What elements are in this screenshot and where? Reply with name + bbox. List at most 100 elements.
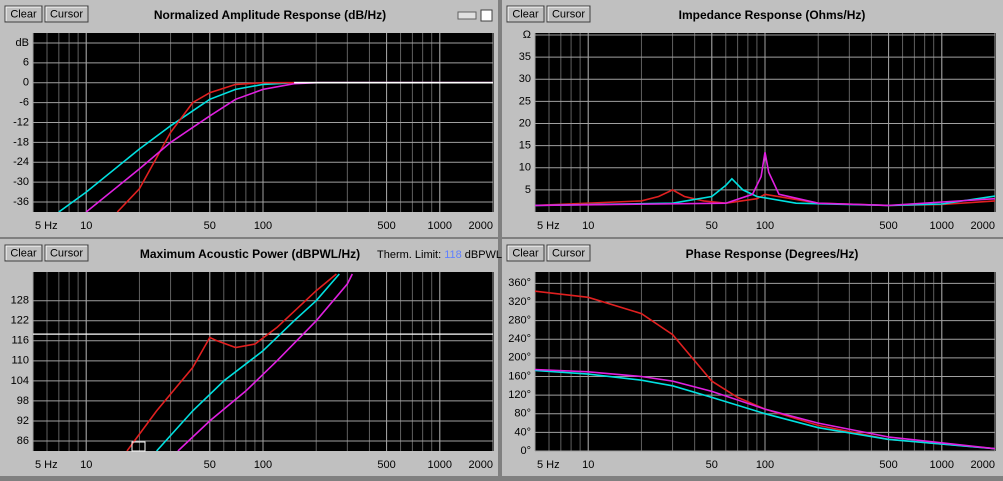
y-tick-label: 320°	[508, 296, 531, 308]
x-tick-label: 10	[582, 459, 594, 471]
y-tick-label: 20	[519, 117, 531, 129]
panel: Clear Cursor Normalized Amplitude Response…	[0, 0, 498, 237]
y-tick-label: 122	[11, 315, 29, 327]
x-tick-label: 1000	[428, 220, 452, 232]
y-tick-label: 86	[17, 435, 29, 447]
series-group	[535, 152, 996, 207]
y-tick-label: -18	[13, 136, 29, 148]
chart-title: Normalized Amplitude Response (dB/Hz)	[154, 8, 386, 22]
x-tick-label: 1000	[428, 459, 452, 471]
y-tick-label: 25	[519, 95, 531, 107]
y-tick-label: 200°	[508, 352, 531, 364]
series-group	[58, 81, 493, 212]
button-label[interactable]: Cursor	[50, 247, 83, 259]
button[interactable]	[546, 244, 591, 262]
button-label[interactable]: Cursor	[50, 8, 83, 20]
button-label[interactable]: Clear	[10, 247, 37, 259]
y-tick-label: -6	[19, 97, 29, 109]
y-tick-label: 120°	[508, 389, 531, 401]
series-line	[116, 81, 493, 212]
y-tick-label: 104	[11, 375, 29, 387]
chart-title: Maximum Acoustic Power (dBPWL/Hz)	[140, 247, 360, 261]
x-tick-label: 2000	[469, 220, 493, 232]
button-light	[507, 245, 543, 260]
button[interactable]	[506, 244, 545, 262]
y-tick-label: 10	[519, 162, 531, 174]
button[interactable]	[44, 244, 89, 262]
button-light	[547, 6, 589, 21]
button-light	[45, 245, 87, 260]
button-light	[547, 245, 589, 260]
button[interactable]	[4, 5, 43, 23]
y-tick-label: Ω	[523, 29, 531, 41]
y-tick-label: 0°	[520, 445, 531, 457]
button-light	[45, 6, 87, 21]
chart-title: Impedance Response (Ohms/Hz)	[679, 8, 866, 22]
x-tick-label: 5 Hz	[35, 220, 58, 232]
x-tick-label: 10	[80, 220, 92, 232]
series-line	[126, 273, 337, 451]
chart-title: Phase Response (Degrees/Hz)	[686, 247, 859, 261]
y-tick-label: -12	[13, 116, 29, 128]
x-tick-label: 50	[706, 220, 718, 232]
y-tick-label: 110	[11, 355, 29, 367]
x-tick-label: 500	[879, 459, 897, 471]
y-tick-label: 128	[11, 295, 29, 307]
panel: Clear Cursor Phase Response (Degrees/Hz) 5 …	[502, 239, 1003, 476]
x-tick-label: 5 Hz	[537, 459, 560, 471]
y-tick-label: 92	[17, 415, 29, 427]
x-tick-label: 500	[377, 459, 395, 471]
x-tick-label: 50	[204, 459, 216, 471]
y-tick-label: 5	[525, 184, 531, 196]
y-tick-label: 0	[23, 77, 29, 89]
button-label[interactable]: Cursor	[552, 247, 585, 259]
x-tick-label: 1000	[930, 459, 954, 471]
button[interactable]	[4, 244, 43, 262]
x-tick-label: 5 Hz	[537, 220, 560, 232]
x-tick-label: 100	[756, 220, 774, 232]
x-tick-label: 5 Hz	[35, 459, 58, 471]
therm-limit-therm-limit-unit: dBPWL	[465, 249, 502, 261]
x-tick-label: 100	[756, 459, 774, 471]
button-light	[5, 6, 41, 21]
series-line	[535, 369, 996, 450]
button-light	[5, 245, 41, 260]
series-line	[156, 273, 340, 451]
checkbox[interactable]	[480, 9, 493, 22]
y-tick-label: 360°	[508, 277, 531, 289]
series-line	[535, 368, 996, 450]
x-tick-label: 50	[706, 459, 718, 471]
y-tick-label: 35	[519, 51, 531, 63]
y-tick-label: -36	[13, 196, 29, 208]
button[interactable]	[546, 5, 591, 23]
button-light	[507, 6, 543, 21]
x-tick-label: 10	[582, 220, 594, 232]
x-tick-label: 100	[254, 459, 272, 471]
panel: Clear Cursor Impedance Response (Ohms/Hz) 5…	[502, 0, 1003, 237]
button[interactable]	[506, 5, 545, 23]
y-tick-label: 240°	[508, 333, 531, 345]
x-tick-label: 2000	[971, 220, 995, 232]
series-line	[535, 152, 996, 207]
series-group	[33, 273, 493, 451]
button[interactable]	[44, 5, 89, 23]
therm-limit-therm-limit: 118	[444, 249, 462, 261]
cursor-box	[131, 441, 146, 452]
x-tick-label: 500	[879, 220, 897, 232]
x-tick-label: 100	[254, 220, 272, 232]
button-label[interactable]: Clear	[512, 8, 539, 20]
y-tick-label: 30	[519, 73, 531, 85]
x-tick-label: 500	[377, 220, 395, 232]
y-tick-label: 80°	[514, 408, 531, 420]
x-tick-label: 1000	[930, 220, 954, 232]
series-group	[535, 290, 996, 450]
button-label[interactable]: Clear	[10, 8, 37, 20]
button-label[interactable]: Cursor	[552, 8, 585, 20]
print-icon[interactable]	[457, 11, 477, 20]
y-tick-label: 160°	[508, 370, 531, 382]
button-label[interactable]: Clear	[512, 247, 539, 259]
y-tick-label: 6	[23, 57, 29, 69]
y-tick-label: dB	[16, 37, 29, 49]
